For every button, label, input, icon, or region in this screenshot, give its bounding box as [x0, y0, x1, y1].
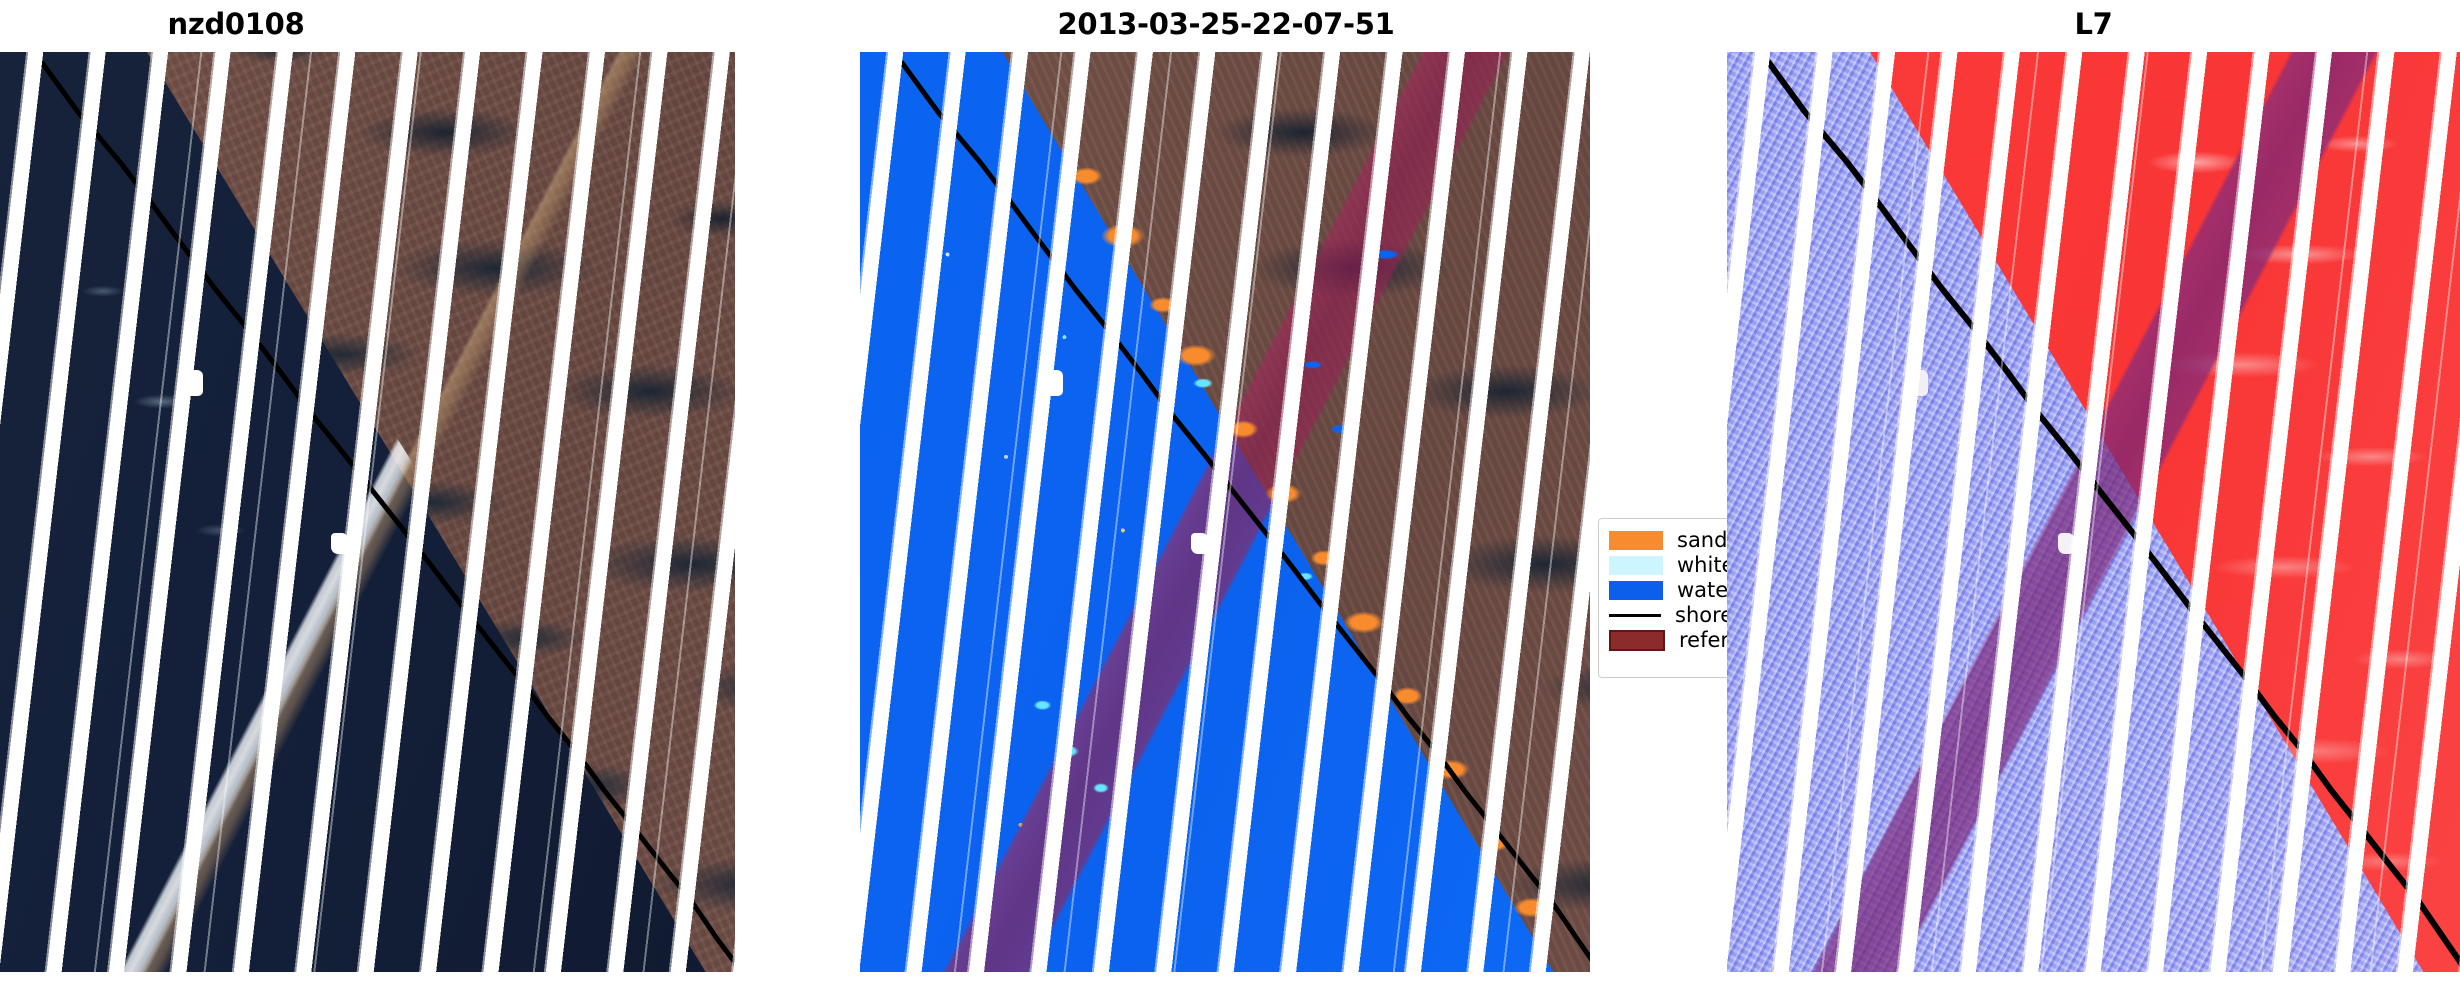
panel-title-classified: 2013-03-25-22-07-51: [1057, 7, 1395, 41]
cloud-blob: [1908, 370, 1928, 396]
legend-label: water: [1677, 578, 1737, 602]
panel-rgb-truecolor[interactable]: [0, 52, 735, 972]
legend-label: sand: [1677, 528, 1728, 552]
l7-scene: [1727, 52, 2460, 972]
cloud-blob: [1041, 370, 1063, 396]
sand-swatch-icon: [1609, 531, 1663, 550]
l7-reference-shoreline-buffer: [1727, 52, 2460, 972]
water-swatch-icon: [1609, 581, 1663, 600]
panel-l7-index[interactable]: [1727, 52, 2460, 972]
legend-item-water: water: [1609, 578, 1885, 603]
rgb-scene: [0, 52, 735, 972]
classified-water-on-land-patches: [860, 52, 1590, 972]
panel-title-rgb: nzd0108: [167, 7, 305, 41]
reference-shoreline-swatch-icon: [1609, 630, 1665, 651]
cloud-blob: [331, 533, 348, 554]
panel-title-l7: L7: [2074, 7, 2113, 41]
legend-item-sand: sand: [1609, 528, 1885, 553]
shoreline-line-icon: [1609, 607, 1661, 624]
cloud-blob: [1191, 533, 1208, 554]
cloud-blob: [181, 370, 203, 396]
panel-classified[interactable]: [860, 52, 1590, 972]
classified-scene: [860, 52, 1590, 972]
cloud-blob: [2058, 533, 2074, 554]
whitewater-swatch-icon: [1609, 556, 1663, 575]
